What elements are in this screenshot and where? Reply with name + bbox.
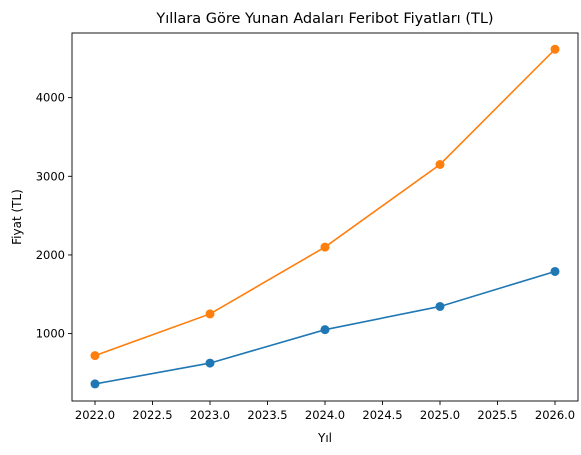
y-axis-label: Fiyat (TL) (10, 189, 24, 245)
plot-frame (71, 32, 579, 402)
data-point (320, 242, 330, 252)
data-point (205, 309, 215, 319)
data-point (90, 379, 100, 389)
x-tick-label: 2022.5 (132, 408, 172, 422)
x-tick-label: 2022.0 (75, 408, 115, 422)
x-tick-label: 2023.0 (190, 408, 230, 422)
plot-series (90, 44, 560, 389)
x-tick-label: 2023.5 (247, 408, 287, 422)
data-point (435, 301, 445, 311)
series-1 (90, 266, 560, 389)
data-point (550, 44, 560, 54)
series-2 (90, 44, 560, 361)
x-tick-label: 2024.0 (305, 408, 345, 422)
data-point (205, 358, 215, 368)
x-axis-label: Yıl (317, 431, 332, 445)
x-tick-label: 2024.5 (362, 408, 402, 422)
series-line (94, 48, 556, 357)
data-point (435, 160, 445, 170)
x-tick-label: 2025.5 (477, 408, 517, 422)
y-tick-label: 2000 (36, 248, 65, 262)
x-axis-ticks: 2022.0 2022.5 2023.0 2023.5 2024.0 2024.5 2025… (75, 401, 575, 422)
x-tick-label: 2025.0 (420, 408, 460, 422)
data-point (90, 351, 100, 361)
x-tick-label: 2026.0 (535, 408, 575, 422)
y-tick-label: 4000 (36, 91, 65, 105)
chart-title: Yıllara Göre Yunan Adaları Feribot Fiyat… (155, 11, 493, 27)
y-tick-label: 1000 (36, 327, 65, 341)
y-tick-label: 3000 (36, 169, 65, 183)
y-axis-ticks: 1000 2000 3000 4000 (36, 91, 72, 341)
data-point (320, 325, 330, 335)
data-point (550, 266, 560, 276)
